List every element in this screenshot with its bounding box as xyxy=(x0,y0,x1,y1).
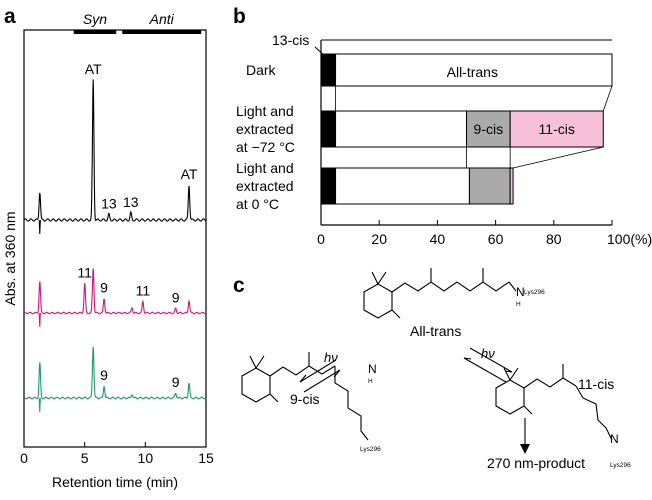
bar-3-seg-3 xyxy=(468,167,511,205)
equilibrium-arrow-left xyxy=(299,359,341,393)
b-x-tick-label-3: 60 xyxy=(488,231,504,247)
header-label-syn: Syn xyxy=(83,11,107,27)
bar-1-seg-2 xyxy=(335,53,613,87)
peak-label-2-6: 9 xyxy=(172,290,180,306)
nine-cis-n: N xyxy=(368,362,377,376)
equilibrium-arrow-right xyxy=(463,347,513,383)
all-trans-lys: Lys296 xyxy=(524,289,545,296)
injection-dip-2 xyxy=(38,312,41,328)
connector-1 xyxy=(602,85,613,112)
bar-label-11-cis: 11-cis xyxy=(539,121,575,137)
b-x-tick-label-2: 40 xyxy=(430,231,446,247)
peak-label-3-2: 9 xyxy=(100,367,108,383)
x-axis-label: Retention time (min) xyxy=(52,474,178,490)
peak-label-1-2: 13 xyxy=(101,195,117,211)
peak-label-2-3: 9 xyxy=(100,280,108,296)
hv-left-label: hν xyxy=(324,350,338,365)
bar-3-seg-1 xyxy=(320,167,337,205)
injection-dip-3 xyxy=(38,397,41,413)
x-tick-label-1: 5 xyxy=(81,450,89,466)
b-x-tick-label-5: 100(%) xyxy=(607,231,652,247)
peak-label-1-3: 13 xyxy=(123,194,139,210)
x-tick-label-0: 0 xyxy=(20,450,28,466)
category-label-2-0: Light and xyxy=(236,103,294,119)
bar-2-seg-1 xyxy=(320,110,337,148)
x-tick-label-2: 10 xyxy=(138,450,154,466)
hv-right-label: hν xyxy=(481,346,495,361)
header-bar-anti xyxy=(122,30,202,34)
all-trans-label: All-trans xyxy=(410,323,461,339)
b-x-tick-label-0: 0 xyxy=(317,231,325,247)
b-x-tick-label-4: 80 xyxy=(546,231,562,247)
panel-a-label: a xyxy=(4,5,16,28)
category-label-3-0: Light and xyxy=(236,160,294,176)
category-label-1-0: Dark xyxy=(246,62,277,78)
bar-1-seg-1 xyxy=(320,53,337,87)
peak-label-2-5: 11 xyxy=(136,282,151,298)
header-bar-syn xyxy=(73,30,117,34)
b-x-tick-label-1: 20 xyxy=(371,231,387,247)
annotation-13-cis: 13-cis xyxy=(272,32,309,48)
bar-3-seg-2 xyxy=(335,167,470,205)
panel-a: Syn Anti AT 13 13 AT 11 9 11 9 9 9 0 5 10 15 Retention t… xyxy=(2,11,214,490)
eleven-cis-molecule xyxy=(495,364,613,441)
bar-label-all-trans: All-trans xyxy=(447,64,498,80)
peak-label-1-1: AT xyxy=(85,61,102,77)
peak-label-1-4: AT xyxy=(181,166,198,182)
nine-cis-h: H xyxy=(368,378,373,385)
category-label-3-2: at 0 °C xyxy=(236,196,279,212)
panel-c-label: c xyxy=(233,274,245,297)
category-label-3-1: extracted xyxy=(236,178,294,194)
eleven-cis-n: N xyxy=(610,432,619,446)
peak-label-3-4: 9 xyxy=(172,374,180,390)
eleven-cis-label: 11-cis xyxy=(578,376,614,392)
panel-b: Dark Light and extracted at −72 °C Light and… xyxy=(236,32,652,247)
bar-2-seg-4 xyxy=(509,110,604,148)
bar-2-seg-3 xyxy=(466,110,511,148)
nine-cis-label: 9-cis xyxy=(290,391,320,407)
bar-label-9-cis: 9-cis xyxy=(474,121,504,137)
eleven-cis-lys: Lys296 xyxy=(610,462,631,469)
x-tick-label-3: 15 xyxy=(198,450,214,466)
down-arrow-head xyxy=(520,444,530,454)
bar-3-seg-4 xyxy=(509,167,514,205)
category-label-2-1: extracted xyxy=(236,121,294,137)
all-trans-h: H xyxy=(516,301,521,308)
y-axis-label: Abs. at 360 nm xyxy=(2,211,18,305)
peak-label-2-1: 11 xyxy=(77,264,92,280)
connector-4 xyxy=(512,146,604,169)
header-label-anti: Anti xyxy=(149,11,175,27)
all-trans-molecule xyxy=(363,268,517,319)
injection-dip-1 xyxy=(38,219,41,235)
trace-3 xyxy=(23,346,207,400)
all-trans-n: N xyxy=(516,285,525,299)
product-label: 270 nm-product xyxy=(487,455,585,471)
reaction-scheme xyxy=(241,268,613,454)
bar-2-seg-2 xyxy=(335,110,467,148)
nine-cis-molecule xyxy=(241,352,369,441)
nine-cis-lys: Lys296 xyxy=(360,446,381,453)
panel-b-label: b xyxy=(233,5,246,28)
trace-1 xyxy=(23,79,207,222)
trace-2 xyxy=(23,268,207,315)
category-label-2-2: at −72 °C xyxy=(236,139,295,155)
